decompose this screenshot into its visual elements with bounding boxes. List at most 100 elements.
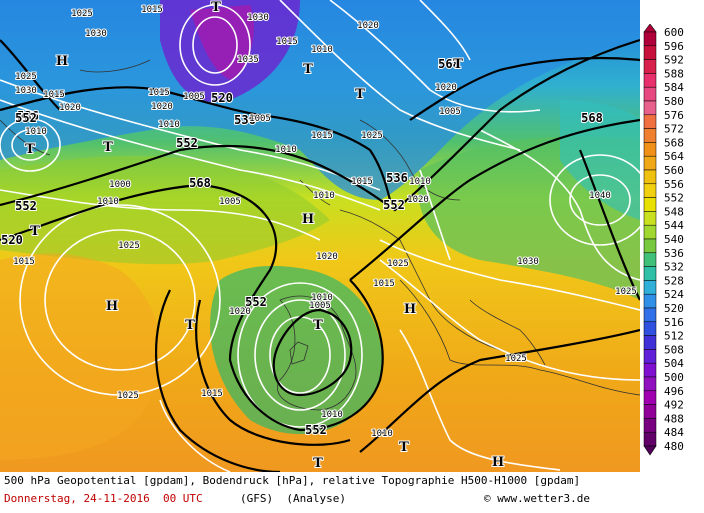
isobar-label: 1015 <box>373 279 395 289</box>
legend-swatch <box>643 280 657 295</box>
model-caption: (GFS) (Analyse) <box>240 492 346 505</box>
date-caption: Donnerstag, 24-11-2016 00 UTC <box>4 492 203 505</box>
low-pressure-center: T <box>303 62 313 77</box>
legend-tick-label: 516 <box>664 316 684 329</box>
legend-tick-label: 536 <box>664 247 684 260</box>
isobar-label: 1040 <box>589 191 611 201</box>
low-pressure-center: T <box>211 0 221 15</box>
legend-tick-label: 568 <box>664 136 684 149</box>
legend-tick-label: 580 <box>664 95 684 108</box>
legend-swatch <box>643 128 657 143</box>
low-pressure-center: T <box>103 140 113 155</box>
legend-tick-label: 480 <box>664 440 684 453</box>
map-description-caption: 500 hPa Geopotential [gpdam], Bodendruck… <box>4 474 581 487</box>
geopotential-label: 552 <box>305 423 327 437</box>
isobar-label: 1010 <box>409 177 431 187</box>
isobars <box>0 0 640 472</box>
geopotential-label: 552 <box>176 136 198 150</box>
isobar-label: 1005 <box>183 92 205 102</box>
geopotential-label: 536 <box>17 109 39 123</box>
legend-swatch <box>643 31 657 47</box>
geopotential-label: 568 <box>581 111 603 125</box>
legend-tick-label: 572 <box>664 123 684 136</box>
legend-tick-label: 576 <box>664 109 684 122</box>
legend-swatch <box>643 86 657 102</box>
legend-tick-label: 560 <box>664 164 684 177</box>
isobar-label: 1010 <box>313 191 335 201</box>
legend-swatch <box>643 349 657 364</box>
isobar-label: 1015 <box>311 131 333 141</box>
isobar-label: 1030 <box>15 86 37 96</box>
isobar-label: 1005 <box>309 301 331 311</box>
legend-swatch <box>643 211 657 226</box>
legend-tick-label: 512 <box>664 330 684 343</box>
isobar-label: 1005 <box>249 114 271 124</box>
legend-swatch <box>643 362 657 378</box>
legend-swatch <box>643 321 657 336</box>
legend-swatch <box>643 155 657 171</box>
isobar-label: 1015 <box>148 88 170 98</box>
cold-core-center <box>190 5 254 80</box>
low-pressure-center: T <box>30 224 40 239</box>
legend-tick-label: 600 <box>664 26 684 39</box>
isobar-label: 1020 <box>151 102 173 112</box>
isobar-label: 1030 <box>247 13 269 23</box>
isobar-label: 1000 <box>109 180 131 190</box>
isobar-label: 1020 <box>357 21 379 31</box>
geopotential-label: 520 <box>1 233 23 247</box>
legend-swatch <box>643 293 657 309</box>
isobar-label: 1010 <box>311 45 333 55</box>
isobar-label: 1010 <box>321 410 343 420</box>
low-pressure-center: T <box>313 318 323 333</box>
legend-swatch <box>643 376 657 392</box>
legend-tick-label: 588 <box>664 67 684 80</box>
isobar-label: 1010 <box>275 145 297 155</box>
geopotential-label: 520 <box>211 91 233 105</box>
legend-swatch <box>643 45 657 60</box>
isobar-label: 1020 <box>435 83 457 93</box>
isobar-label: 1005 <box>439 107 461 117</box>
legend-tick-label: 556 <box>664 178 684 191</box>
legend-tick-label: 508 <box>664 343 684 356</box>
legend-swatch <box>643 431 657 447</box>
isobar-label: 1025 <box>615 287 637 297</box>
low-pressure-center: T <box>399 440 409 455</box>
legend-swatch <box>643 252 657 267</box>
isobar-label: 1010 <box>158 120 180 130</box>
legend-tick-label: 524 <box>664 288 684 301</box>
legend-tick-label: 592 <box>664 54 684 67</box>
legend-tick-label: 528 <box>664 274 684 287</box>
isobar-label: 1025 <box>387 259 409 269</box>
geopotential-label: 536 <box>386 171 408 185</box>
isobar-label: 1025 <box>361 131 383 141</box>
legend-swatch <box>643 418 657 433</box>
isobar-label: 1005 <box>219 197 241 207</box>
isobar-label: 1025 <box>505 354 527 364</box>
legend-tick-label: 500 <box>664 371 684 384</box>
legend-arrow-bottom <box>643 445 657 456</box>
legend-swatch <box>643 224 657 240</box>
isobar-label: 1010 <box>25 127 47 137</box>
legend-tick-label: 492 <box>664 399 684 412</box>
geopotential-label: 568 <box>438 57 460 71</box>
legend-swatch <box>643 266 657 281</box>
isobar-label: 1020 <box>229 307 251 317</box>
low-pressure-center: T <box>355 87 365 102</box>
isobar-label: 1025 <box>118 241 140 251</box>
high-pressure-center: H <box>106 299 118 314</box>
credit-caption: © www.wetter3.de <box>484 492 590 505</box>
legend-tick-label: 496 <box>664 385 684 398</box>
isobar-label: 1020 <box>316 252 338 262</box>
legend-swatch <box>643 404 657 419</box>
weather-map: 536 520 536 552 568 552 568 552 536 552 520 568 552 5… <box>0 0 640 472</box>
legend-swatch <box>643 142 657 157</box>
isobar-label: 1010 <box>311 293 333 303</box>
geopotential-label: 552 <box>383 198 405 212</box>
isobar-label: 1025 <box>71 9 93 19</box>
color-scale-legend: 600 596 592 588 584 580 576 572 568 564 560 556 552 5… <box>640 23 704 464</box>
legend-swatch <box>643 238 657 254</box>
low-pressure-center: T <box>25 142 35 157</box>
legend-tick-label: 552 <box>664 192 684 205</box>
low-pressure-center: T <box>453 57 463 72</box>
isobar-label: 1015 <box>201 389 223 399</box>
